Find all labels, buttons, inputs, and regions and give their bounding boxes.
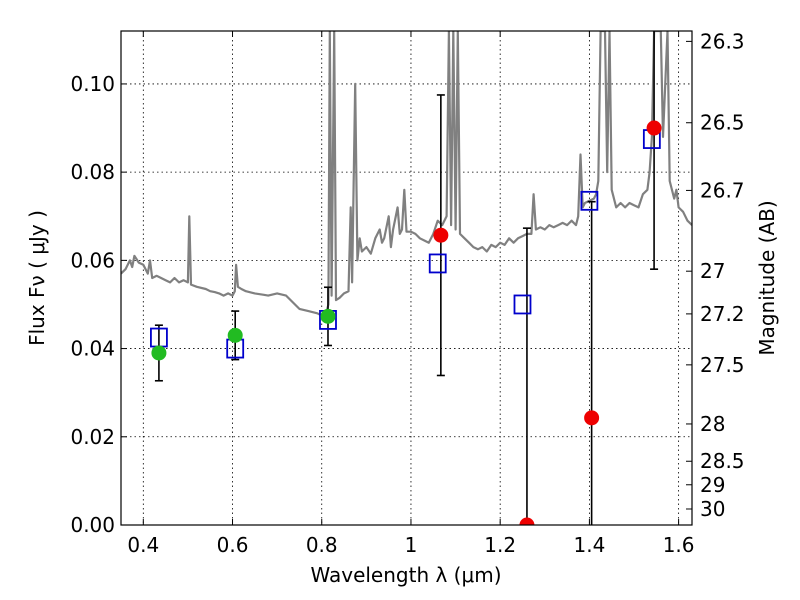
x-tick-label: 0.4 (127, 533, 159, 557)
y-tick-label: 0.00 (70, 513, 115, 537)
model-photometry-square (513, 294, 532, 315)
x-tick-label: 0.8 (306, 533, 338, 557)
plot-frame (120, 30, 693, 526)
x-tick-label: 1.2 (484, 533, 516, 557)
mag-tick-label: 27 (700, 259, 725, 283)
tick-labels: 0.4 0.6 0.8 1 1.2 1.4 1.6 0.00 0.02 0.04 0.06 0.08 0… (70, 29, 744, 557)
y-tick-label: 0.02 (70, 425, 115, 449)
observed-ir-point (584, 410, 600, 426)
model-spectrum-line (121, 31, 692, 317)
mag-tick-label: 27.5 (700, 353, 745, 377)
observed-optical-point (227, 327, 243, 343)
y-axis-label: Flux Fν ( μJy ) (25, 210, 49, 346)
mag-tick-label: 28.5 (700, 449, 745, 473)
mag-tick-label: 29 (700, 473, 725, 497)
mag-tick-label: 27.2 (700, 302, 745, 326)
x-tick-label: 1.4 (573, 533, 605, 557)
y-tick-label: 0.06 (70, 248, 115, 272)
mag-tick-label: 26.5 (700, 111, 745, 135)
observed-ir-point (519, 517, 535, 525)
x-tick-label: 0.6 (217, 533, 249, 557)
observed-optical-point (320, 308, 336, 324)
mag-tick-label: 28 (700, 412, 725, 436)
y-tick-label: 0.10 (70, 72, 115, 96)
y2-axis-label: Magnitude (AB) (755, 200, 779, 355)
y-tick-label: 0.04 (70, 337, 115, 361)
observed-ir-point (646, 120, 662, 136)
observed-optical-point (151, 345, 167, 361)
ticks (121, 31, 692, 526)
x-axis-label: Wavelength λ (μm) (310, 563, 501, 587)
x-tick-label: 1 (405, 533, 418, 557)
observed-ir-point (433, 227, 449, 243)
mag-tick-label: 26.3 (700, 29, 745, 53)
mag-tick-label: 30 (700, 497, 725, 521)
marker-layer (150, 120, 662, 525)
y-tick-label: 0.08 (70, 160, 115, 184)
mag-tick-label: 26.7 (700, 178, 745, 202)
model-photometry-square (580, 190, 599, 211)
errorbar-layer (154, 31, 659, 525)
model-photometry-square (428, 253, 447, 274)
x-tick-label: 1.6 (663, 533, 695, 557)
model-spectrum-layer (121, 31, 692, 317)
